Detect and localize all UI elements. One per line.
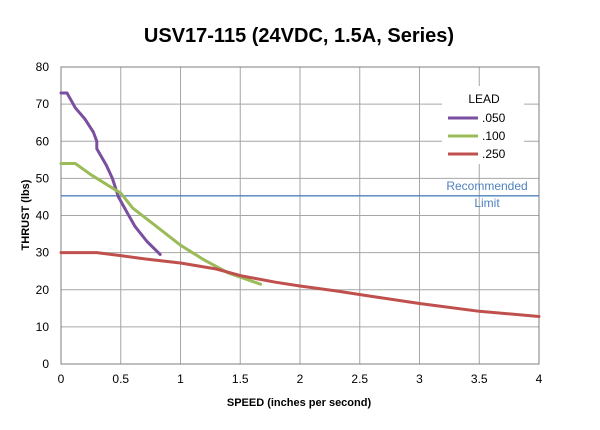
series-lines [59, 91, 541, 318]
y-tick-label: 10 [36, 320, 50, 334]
x-tick-label: 2 [297, 372, 304, 386]
series-line-1 [59, 91, 162, 256]
x-tick-label: 0 [58, 372, 65, 386]
series-line-3 [59, 251, 541, 318]
x-tick-label: 4 [536, 372, 543, 386]
y-tick-label: 20 [36, 283, 50, 297]
legend-label: .050 [482, 111, 506, 125]
recommended-limit-label-line1: Recommended [446, 179, 527, 193]
y-tick-label: 0 [42, 357, 49, 371]
plot-area-frame [60, 66, 540, 365]
x-tick-label: 0.5 [112, 372, 129, 386]
recommended-limit-label-line2: Limit [474, 196, 500, 210]
legend: LEAD .050 .100 .250 [442, 86, 524, 164]
y-axis-ticks: 0 10 20 30 40 50 60 70 80 [36, 60, 50, 371]
legend-box [442, 86, 524, 164]
y-tick-label: 30 [36, 246, 50, 260]
y-tick-label: 80 [36, 60, 50, 74]
x-tick-label: 1 [177, 372, 184, 386]
series-line-2 [59, 162, 263, 286]
y-tick-label: 70 [36, 97, 50, 111]
x-tick-label: 2.5 [351, 372, 368, 386]
legend-title: LEAD [468, 92, 500, 106]
x-tick-label: 1.5 [232, 372, 249, 386]
y-axis-label: THRUST (lbs) [20, 179, 32, 250]
x-tick-label: 3.5 [471, 372, 488, 386]
x-axis-label: SPEED (inches per second) [227, 397, 372, 409]
y-tick-label: 40 [36, 209, 50, 223]
legend-items: .050 .100 .250 [448, 111, 506, 161]
y-tick-label: 50 [36, 171, 50, 185]
legend-label: .100 [482, 129, 506, 143]
y-tick-label: 60 [36, 134, 50, 148]
x-tick-label: 3 [416, 372, 423, 386]
chart-title: USV17-115 (24VDC, 1.5A, Series) [144, 25, 454, 47]
legend-label: .250 [482, 147, 506, 161]
x-axis-ticks: 0 0.5 1 1.5 2 2.5 3 3.5 4 [58, 372, 543, 386]
